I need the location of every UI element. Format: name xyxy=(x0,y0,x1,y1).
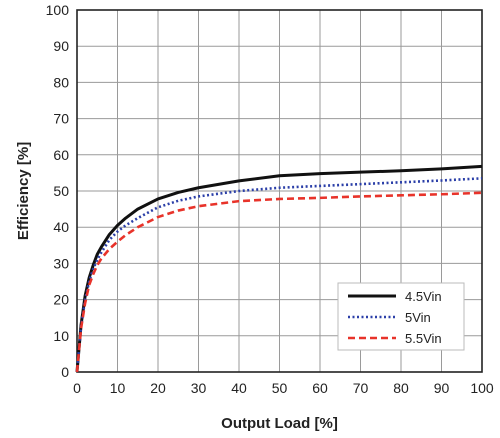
y-tick-labels: 0 10 20 30 40 50 60 70 80 90 100 xyxy=(46,2,70,380)
y-tick-label: 100 xyxy=(46,2,70,18)
y-tick-label: 10 xyxy=(53,328,69,344)
x-tick-label: 50 xyxy=(272,380,288,396)
legend-label: 5.5Vin xyxy=(405,331,442,346)
y-tick-label: 0 xyxy=(61,364,69,380)
legend-box xyxy=(337,282,465,351)
x-tick-label: 100 xyxy=(470,380,494,396)
series-line xyxy=(75,191,483,373)
x-tick-label: 60 xyxy=(312,380,328,396)
x-tick-labels: 0 10 20 30 40 50 60 70 80 90 100 xyxy=(73,380,494,396)
x-axis-label: Output Load [%] xyxy=(221,415,338,432)
series-line xyxy=(75,177,483,373)
legend-label: 5Vin xyxy=(405,310,431,325)
x-tick-label: 0 xyxy=(73,380,81,396)
y-axis-label: Efficiency [%] xyxy=(15,142,32,240)
y-tick-label: 30 xyxy=(53,255,69,271)
x-tick-label: 20 xyxy=(150,380,166,396)
plot-frame xyxy=(76,9,483,373)
x-tick-label: 40 xyxy=(231,380,247,396)
y-tick-label: 80 xyxy=(53,74,69,90)
x-tick-label: 80 xyxy=(393,380,409,396)
x-tick-label: 70 xyxy=(353,380,369,396)
y-tick-label: 90 xyxy=(53,38,69,54)
legend: 4.5Vin 5Vin 5.5Vin xyxy=(337,282,465,351)
x-tick-label: 10 xyxy=(110,380,126,396)
y-tick-label: 60 xyxy=(53,147,69,163)
y-tick-label: 20 xyxy=(53,292,69,308)
y-tick-label: 70 xyxy=(53,111,69,127)
y-tick-label: 40 xyxy=(53,219,69,235)
y-tick-label: 50 xyxy=(53,183,69,199)
x-tick-label: 90 xyxy=(434,380,450,396)
legend-label: 4.5Vin xyxy=(405,289,442,304)
x-tick-label: 30 xyxy=(191,380,207,396)
series-lines xyxy=(75,164,483,373)
